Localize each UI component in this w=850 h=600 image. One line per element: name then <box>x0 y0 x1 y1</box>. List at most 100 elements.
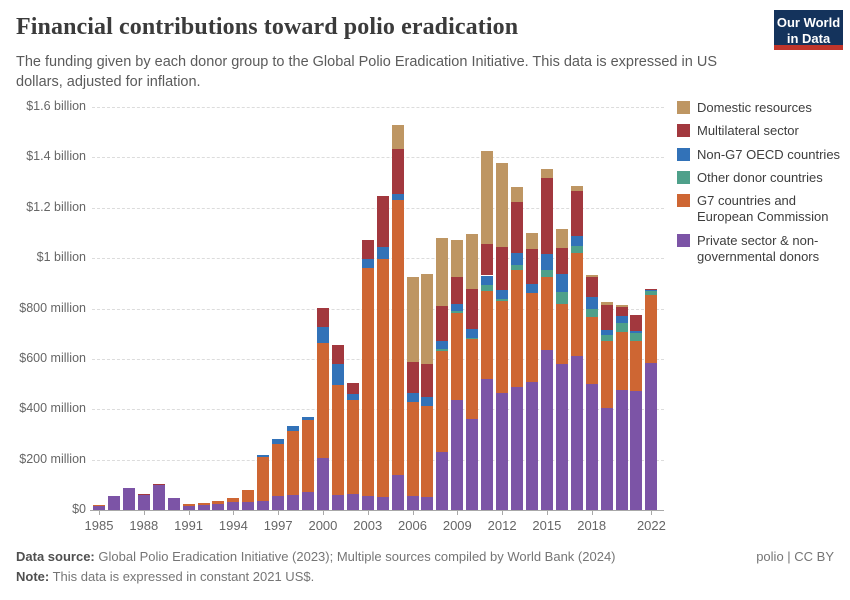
bar-2009-multilateral[interactable] <box>451 277 464 305</box>
bar-1998-non_g7[interactable] <box>287 426 300 431</box>
bar-2015-g7[interactable] <box>540 277 553 350</box>
bar-2001-private[interactable] <box>331 495 344 510</box>
bar-2009-private[interactable] <box>451 399 464 510</box>
bar-2003-multilateral[interactable] <box>361 239 374 259</box>
bar-2020-private[interactable] <box>615 389 628 510</box>
bar-2013-g7[interactable] <box>511 269 524 387</box>
bar-2014-multilateral[interactable] <box>525 248 538 284</box>
bar-2007-non_g7[interactable] <box>421 397 434 407</box>
bar-2010-g7[interactable] <box>466 339 479 420</box>
bar-1999-private[interactable] <box>302 492 315 510</box>
bar-2015-multilateral[interactable] <box>540 177 553 254</box>
bar-2005-non_g7[interactable] <box>391 194 404 200</box>
owid-logo[interactable]: Our World in Data <box>774 10 843 50</box>
bar-2005-private[interactable] <box>391 474 404 510</box>
legend-item-private[interactable]: Private sector & non-governmental donors <box>677 233 849 265</box>
bar-1999-g7[interactable] <box>302 420 315 493</box>
bar-2019-multilateral[interactable] <box>600 304 613 330</box>
bar-1986-private[interactable] <box>107 495 120 510</box>
bar-1994-g7[interactable] <box>227 498 240 502</box>
bar-2012-non_g7[interactable] <box>496 289 509 299</box>
bar-2022-private[interactable] <box>645 362 658 510</box>
bar-2020-other[interactable] <box>615 322 628 332</box>
bar-1988-private[interactable] <box>137 494 150 510</box>
bar-1997-private[interactable] <box>272 496 285 510</box>
bar-2001-g7[interactable] <box>331 385 344 496</box>
bar-1993-g7[interactable] <box>212 500 225 504</box>
bar-2008-domestic[interactable] <box>436 238 449 306</box>
license-attribution[interactable]: polio | CC BY <box>756 549 834 564</box>
bar-2021-non_g7[interactable] <box>630 331 643 334</box>
bar-2021-other[interactable] <box>630 333 643 341</box>
bar-2021-g7[interactable] <box>630 340 643 392</box>
bar-2000-private[interactable] <box>316 457 329 510</box>
bar-2010-multilateral[interactable] <box>466 288 479 330</box>
bar-2021-private[interactable] <box>630 391 643 510</box>
bar-2018-g7[interactable] <box>585 317 598 385</box>
bar-2005-domestic[interactable] <box>391 125 404 149</box>
bar-1985-g7[interactable] <box>93 504 105 506</box>
bar-2014-g7[interactable] <box>525 292 538 383</box>
bar-2012-multilateral[interactable] <box>496 246 509 290</box>
legend-item-multilateral[interactable]: Multilateral sector <box>677 123 849 139</box>
bar-2018-non_g7[interactable] <box>585 297 598 309</box>
bar-2006-private[interactable] <box>406 495 419 510</box>
bar-2001-non_g7[interactable] <box>331 364 344 386</box>
bar-1996-g7[interactable] <box>257 457 270 502</box>
bar-2011-domestic[interactable] <box>481 150 494 245</box>
bar-2017-multilateral[interactable] <box>570 190 583 237</box>
bar-2005-multilateral[interactable] <box>391 148 404 195</box>
bar-2020-multilateral[interactable] <box>615 307 628 316</box>
bar-1991-g7[interactable] <box>182 503 195 506</box>
bar-1997-g7[interactable] <box>272 443 285 497</box>
legend-item-other[interactable]: Other donor countries <box>677 170 849 186</box>
bar-2006-multilateral[interactable] <box>406 362 419 394</box>
bar-1994-private[interactable] <box>227 501 240 510</box>
bar-2011-g7[interactable] <box>481 290 494 380</box>
bar-2008-g7[interactable] <box>436 351 449 453</box>
bar-2001-multilateral[interactable] <box>331 345 344 365</box>
bar-2004-non_g7[interactable] <box>376 246 389 260</box>
bar-2022-non_g7[interactable] <box>645 290 658 292</box>
bar-2013-non_g7[interactable] <box>511 253 524 266</box>
bar-2013-other[interactable] <box>511 265 524 270</box>
bar-2016-multilateral[interactable] <box>555 247 568 274</box>
bar-2020-non_g7[interactable] <box>615 315 628 323</box>
bar-2014-private[interactable] <box>525 382 538 510</box>
bar-2019-non_g7[interactable] <box>600 329 613 335</box>
bar-2019-other[interactable] <box>600 334 613 342</box>
bar-1991-private[interactable] <box>182 505 195 510</box>
bar-2009-g7[interactable] <box>451 312 464 400</box>
bar-2013-private[interactable] <box>511 386 524 510</box>
bar-2003-private[interactable] <box>361 496 374 510</box>
bar-2004-g7[interactable] <box>376 259 389 498</box>
bar-2019-g7[interactable] <box>600 341 613 409</box>
bar-2016-g7[interactable] <box>555 304 568 364</box>
bar-2002-multilateral[interactable] <box>346 383 359 395</box>
bar-2010-domestic[interactable] <box>466 234 479 289</box>
bar-1989-private[interactable] <box>152 485 165 510</box>
bar-2017-other[interactable] <box>570 246 583 254</box>
bar-2017-domestic[interactable] <box>570 185 583 191</box>
bar-2004-private[interactable] <box>376 497 389 510</box>
bar-2020-domestic[interactable] <box>615 304 628 308</box>
bar-2012-other[interactable] <box>496 298 509 301</box>
bar-2005-g7[interactable] <box>391 199 404 475</box>
legend-item-domestic[interactable]: Domestic resources <box>677 100 849 116</box>
bar-1996-non_g7[interactable] <box>257 454 270 458</box>
bar-1999-non_g7[interactable] <box>302 416 315 421</box>
bar-2016-private[interactable] <box>555 363 568 510</box>
bar-2009-non_g7[interactable] <box>451 304 464 312</box>
bar-2007-g7[interactable] <box>421 406 434 497</box>
bar-2007-private[interactable] <box>421 496 434 510</box>
bar-1997-non_g7[interactable] <box>272 439 285 444</box>
bar-2008-multilateral[interactable] <box>436 305 449 342</box>
bar-2022-g7[interactable] <box>645 295 658 363</box>
bar-2007-multilateral[interactable] <box>421 364 434 398</box>
bar-2021-multilateral[interactable] <box>630 315 643 332</box>
bar-2022-other[interactable] <box>645 291 658 296</box>
bar-2002-g7[interactable] <box>346 400 359 495</box>
bar-2020-g7[interactable] <box>615 331 628 390</box>
bar-2015-private[interactable] <box>540 349 553 510</box>
bar-2017-non_g7[interactable] <box>570 236 583 247</box>
